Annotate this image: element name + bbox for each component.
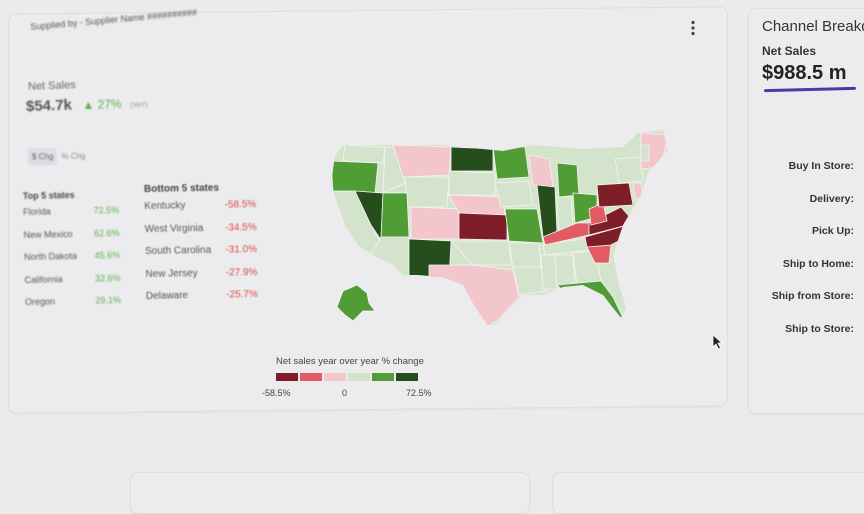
state-value: 29.1% [95,294,122,306]
state-mississippi [540,254,558,290]
state-value: 62.6% [93,227,120,239]
legend-swatch [348,373,370,381]
top-states-list: Top 5 states Florida 72.5% New Mexico 62.6… [23,189,122,319]
state-name: New Mexico [23,228,73,240]
channel-label: Pick Up: [811,225,854,237]
more-vert-icon[interactable] [690,20,696,36]
kpi-change-value: 27% [97,96,122,112]
state-south-dakota [448,170,496,196]
state-alabama [554,254,576,288]
channel-net-sales-value: $988.5 m [762,62,847,84]
legend-title: Net sales year over year % change [276,356,424,367]
list-item: Oregon 29.1% [25,295,121,320]
legend-swatch [276,373,298,381]
state-name: Kentucky [144,200,186,212]
bottom-states-list: Bottom 5 states Kentucky -58.5% West Virg… [144,182,258,313]
change-toggle: $ Chg % Chg [27,147,90,166]
legend-swatch [300,373,322,381]
state-wisconsin [528,154,554,188]
mouse-pointer-icon [712,334,724,355]
us-choropleth-map [331,130,668,325]
list-item: California 32.6% [24,272,120,297]
state-utah [380,192,410,238]
state-value: -27.9% [225,266,258,279]
state-oregon [331,160,379,194]
list-item: New Jersey -27.9% [145,267,257,291]
state-arkansas [508,242,542,268]
channel-net-sales-label: Net Sales [762,44,817,58]
channel-label: Delivery: [809,192,854,205]
state-value: 32.6% [94,272,121,284]
legend-swatches [276,373,442,381]
state-iowa [494,180,534,208]
channel-label: Buy In Store: [788,160,854,172]
state-value: -58.5% [224,199,257,211]
list-item: West Virginia -34.5% [145,222,257,246]
map-legend: Net sales year over year % change -58.5%… [262,356,442,402]
state-kansas [458,212,508,241]
list-item: Delaware -25.7% [146,289,258,313]
channel-list: Buy In Store: Delivery: Pick Up: Ship to… [770,160,854,355]
list-item: Kentucky -58.5% [144,199,256,223]
state-name: California [24,273,63,285]
kpi-label: Net Sales [27,79,76,93]
list-item: South Carolina -31.0% [145,244,257,268]
state-name: North Dakota [23,250,78,263]
state-montana [392,144,452,178]
state-michigan [556,162,580,198]
state-value: -34.5% [224,221,257,234]
state-wyoming [404,176,450,208]
channel-label: Ship from Store: [771,290,854,302]
state-alaska [336,284,376,322]
legend-max-label: 72.5% [406,388,432,398]
bottom-card-left [130,472,530,514]
state-name: New Jersey [145,267,198,280]
state-name: West Virginia [144,222,204,235]
kpi-value: $54.7k [25,96,73,116]
kpi-period: (YoY) [130,101,148,110]
list-item: Florida 72.5% [23,205,119,230]
state-north-dakota [450,146,494,172]
state-new-york [614,156,644,184]
legend-ticks: -58.5% 0 72.5% [262,388,442,402]
legend-swatch [396,373,418,381]
channel-label: Ship to Home: [782,257,854,270]
state-vermont [640,144,650,162]
channel-breakdown-card [748,8,864,414]
list-item: North Dakota 45.6% [24,250,120,275]
state-west-virginia [588,202,608,226]
state-colorado [410,206,460,240]
state-value: 45.6% [94,249,121,261]
list-item: New Mexico 62.6% [23,228,119,253]
state-value: -25.7% [226,289,258,301]
state-washington [342,144,386,164]
toggle-dollar-change[interactable]: $ Chg [27,148,58,166]
state-value: -31.0% [225,244,258,256]
channel-breakdown-title: Channel Breakdown [762,18,864,35]
state-name: Delaware [145,290,189,302]
state-missouri [504,208,544,244]
state-new-jersey [632,182,644,200]
bottom-states-title: Bottom 5 states [143,182,220,195]
up-arrow-icon: ▲ [82,97,95,113]
bottom-card-right [552,472,864,514]
state-name: Oregon [24,296,56,307]
state-oklahoma [450,240,512,266]
state-name: Florida [23,206,51,218]
channel-label: Ship to Store: [785,322,854,335]
state-value: 72.5% [93,205,120,216]
state-louisiana [512,266,548,296]
legend-swatch [372,373,394,381]
toggle-percent-change[interactable]: % Chg [61,151,86,161]
state-name: South Carolina [144,244,212,257]
legend-min-label: -58.5% [262,388,291,398]
kpi-change: ▲ 27% [82,97,122,112]
state-minnesota [492,146,530,180]
state-pennsylvania [596,182,634,208]
top-states-title: Top 5 states [22,189,75,202]
legend-mid-label: 0 [342,388,348,398]
legend-swatch [324,373,346,381]
state-texas [428,264,520,325]
